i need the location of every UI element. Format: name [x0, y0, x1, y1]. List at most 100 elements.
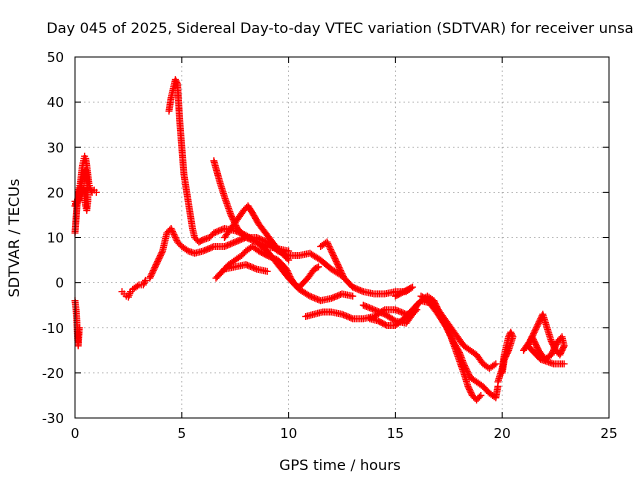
data-point — [439, 316, 447, 324]
data-point — [147, 271, 155, 279]
data-point — [556, 351, 564, 359]
data-point — [151, 262, 159, 270]
data-point — [444, 327, 452, 335]
data-point — [151, 264, 159, 272]
data-point — [505, 346, 513, 354]
data-point — [337, 268, 345, 276]
data-point — [336, 265, 344, 273]
data-point — [532, 325, 540, 333]
y-tick-label: -30 — [42, 411, 64, 427]
y-tick-label: 0 — [55, 276, 64, 292]
series-pass-low-2h — [118, 276, 149, 301]
data-point — [75, 324, 83, 332]
data-point — [334, 261, 342, 269]
data-point — [284, 268, 292, 276]
data-point — [492, 360, 500, 368]
data-point — [171, 76, 179, 84]
data-point — [172, 77, 180, 85]
data-point — [75, 195, 83, 203]
data-point — [285, 270, 293, 278]
data-point — [315, 263, 323, 271]
data-point — [169, 229, 177, 237]
data-point — [557, 348, 565, 356]
data-point — [535, 318, 543, 326]
data-point — [391, 292, 399, 300]
data-point — [152, 261, 160, 269]
data-point — [323, 238, 331, 246]
data-point — [501, 354, 509, 362]
data-point — [333, 259, 341, 267]
data-point — [331, 255, 339, 263]
data-point — [325, 243, 333, 251]
data-point — [282, 265, 290, 273]
data-point — [475, 393, 483, 401]
data-point — [168, 226, 176, 234]
data-point — [327, 246, 335, 254]
data-point — [149, 267, 157, 275]
data-point — [442, 322, 450, 330]
data-point — [149, 268, 157, 276]
data-point — [171, 232, 179, 240]
series-pass-rise-4h — [146, 224, 346, 282]
data-point — [553, 339, 561, 347]
data-point — [327, 247, 335, 255]
data-point — [158, 249, 166, 257]
data-point — [75, 197, 83, 205]
data-point — [285, 256, 293, 264]
data-point — [154, 258, 162, 266]
data-point — [477, 391, 485, 399]
data-point — [328, 249, 336, 257]
data-point — [554, 337, 562, 345]
data-point — [167, 224, 175, 232]
data-point — [527, 336, 535, 344]
data-point — [228, 214, 236, 222]
data-point — [502, 352, 510, 360]
x-axis-label: GPS time / hours — [279, 458, 400, 474]
data-point — [534, 345, 542, 353]
y-tick-label: 50 — [47, 50, 64, 66]
data-point — [335, 264, 343, 272]
data-point — [338, 270, 346, 278]
data-point — [173, 79, 181, 87]
data-point — [283, 255, 291, 263]
data-point — [550, 345, 558, 353]
data-point — [557, 349, 565, 357]
data-point — [436, 310, 444, 318]
data-point — [507, 330, 515, 338]
data-point — [502, 351, 510, 359]
data-point — [464, 382, 472, 390]
data-point — [527, 334, 535, 342]
chart-title: Day 045 of 2025, Sidereal Day-to-day VTE… — [46, 21, 633, 37]
data-point — [443, 325, 451, 333]
data-point — [334, 262, 342, 270]
data-point — [381, 321, 389, 329]
plot-frame — [74, 56, 610, 419]
data-point — [551, 343, 559, 351]
data-point — [326, 244, 334, 252]
data-point — [438, 313, 446, 321]
data-point — [533, 322, 541, 330]
data-point — [446, 330, 454, 338]
data-point — [441, 321, 449, 329]
data-point — [157, 250, 165, 258]
data-point — [393, 291, 401, 299]
data-point — [504, 348, 512, 356]
data-point — [146, 273, 154, 281]
data-point — [154, 256, 162, 264]
y-tick-label: 30 — [47, 140, 64, 156]
series-pass-8h-upper — [221, 202, 293, 264]
data-point — [531, 327, 539, 335]
series-pass-21h — [520, 310, 568, 368]
data-point — [329, 250, 337, 258]
axis-ticks: 0 5 10 15 20 25 -30 -20 -10 0 10 20 30 40 50 — [42, 50, 618, 442]
data-point — [532, 342, 540, 350]
x-tick-label: 25 — [600, 426, 617, 442]
series-pass-20h — [494, 328, 517, 386]
data-point — [535, 319, 543, 327]
data-point — [339, 271, 347, 279]
data-point — [150, 265, 158, 273]
data-point — [324, 241, 332, 249]
series-pass-8h-mid — [221, 261, 271, 275]
y-axis-label: SDTVAR / TECUs — [7, 179, 23, 298]
